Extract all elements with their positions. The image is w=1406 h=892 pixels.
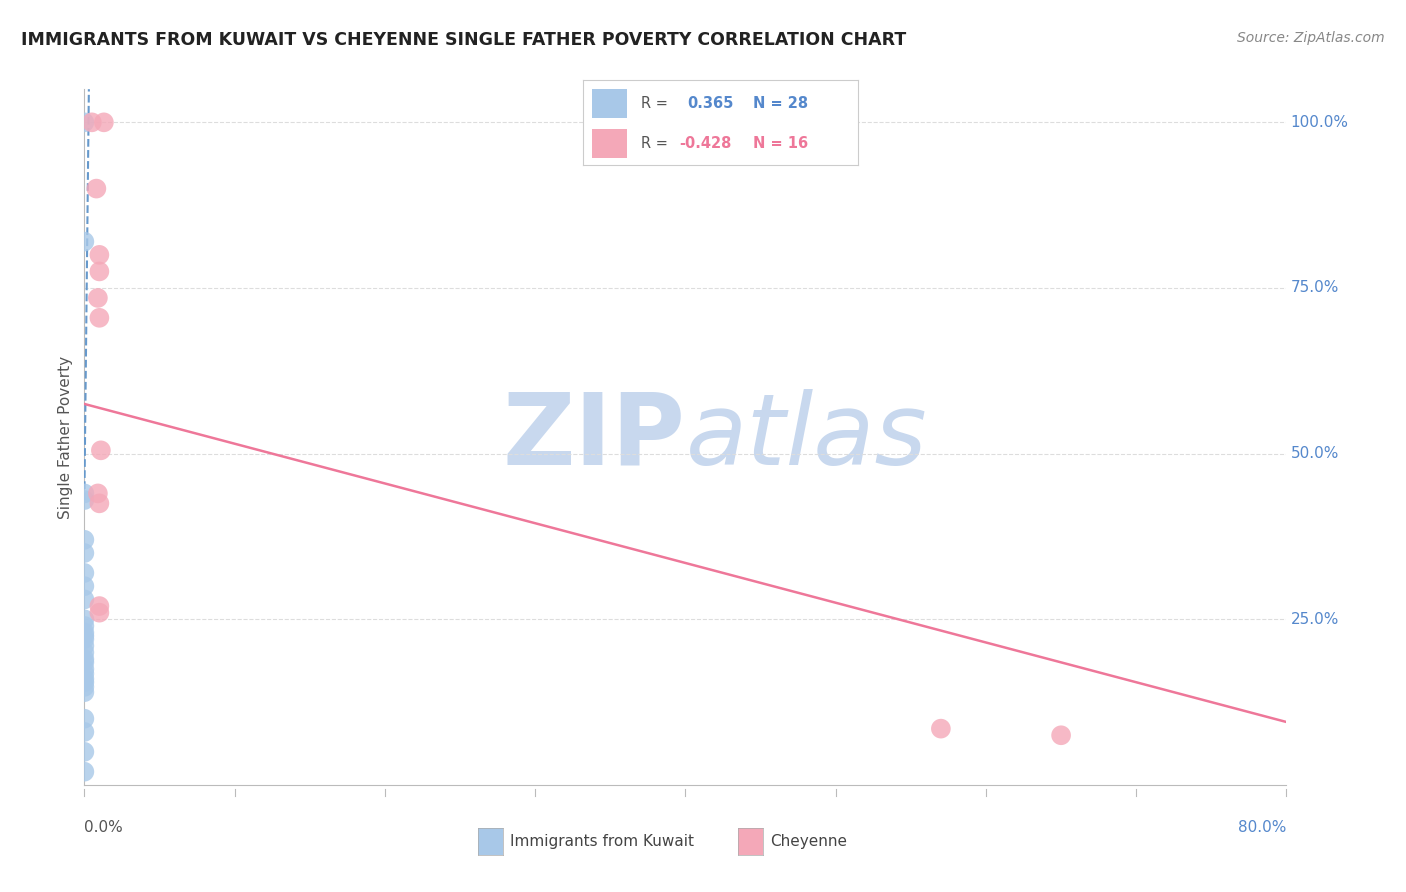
Text: N = 28: N = 28 — [754, 96, 808, 112]
Point — [87, 486, 110, 500]
Point — [73, 546, 96, 560]
Point — [73, 566, 96, 580]
Text: R =: R = — [641, 136, 668, 151]
Point — [89, 606, 111, 620]
Text: 75.0%: 75.0% — [1291, 280, 1339, 295]
Point — [73, 685, 96, 699]
Text: 25.0%: 25.0% — [1291, 612, 1339, 627]
Point — [929, 722, 952, 736]
Point — [73, 579, 96, 593]
Point — [73, 619, 96, 633]
Text: 0.0%: 0.0% — [84, 821, 124, 835]
Text: 50.0%: 50.0% — [1291, 446, 1339, 461]
Point — [73, 632, 96, 647]
Point — [73, 680, 96, 694]
Point — [73, 235, 96, 249]
Point — [89, 496, 111, 510]
Point — [90, 443, 112, 458]
Text: Immigrants from Kuwait: Immigrants from Kuwait — [510, 834, 695, 848]
Point — [73, 592, 96, 607]
Text: -0.428: -0.428 — [679, 136, 733, 151]
Point — [73, 486, 96, 500]
Point — [73, 639, 96, 653]
Point — [89, 264, 111, 278]
FancyBboxPatch shape — [592, 89, 627, 119]
Point — [73, 666, 96, 681]
Text: 80.0%: 80.0% — [1239, 821, 1286, 835]
Point — [73, 725, 96, 739]
Point — [73, 745, 96, 759]
Point — [1050, 728, 1073, 742]
Y-axis label: Single Father Poverty: Single Father Poverty — [58, 356, 73, 518]
Text: 0.365: 0.365 — [688, 96, 734, 112]
Point — [73, 712, 96, 726]
FancyBboxPatch shape — [592, 128, 627, 158]
Point — [73, 115, 96, 129]
Point — [93, 115, 115, 129]
Point — [73, 533, 96, 547]
Text: R =: R = — [641, 96, 668, 112]
Text: ZIP: ZIP — [502, 389, 686, 485]
Point — [80, 115, 103, 129]
Text: N = 16: N = 16 — [754, 136, 808, 151]
Point — [89, 310, 111, 325]
Point — [86, 181, 108, 195]
Point — [73, 645, 96, 659]
Point — [73, 672, 96, 686]
Text: Cheyenne: Cheyenne — [770, 834, 848, 848]
Point — [73, 675, 96, 690]
Text: atlas: atlas — [686, 389, 927, 485]
Text: IMMIGRANTS FROM KUWAIT VS CHEYENNE SINGLE FATHER POVERTY CORRELATION CHART: IMMIGRANTS FROM KUWAIT VS CHEYENNE SINGL… — [21, 31, 907, 49]
Text: 100.0%: 100.0% — [1291, 115, 1348, 130]
Point — [73, 662, 96, 676]
Point — [73, 656, 96, 670]
Point — [73, 625, 96, 640]
Point — [73, 612, 96, 626]
Point — [87, 291, 110, 305]
Point — [89, 248, 111, 262]
Point — [73, 652, 96, 666]
Point — [89, 599, 111, 613]
Text: Source: ZipAtlas.com: Source: ZipAtlas.com — [1237, 31, 1385, 45]
Point — [73, 493, 96, 508]
Point — [73, 629, 96, 643]
Point — [73, 764, 96, 779]
